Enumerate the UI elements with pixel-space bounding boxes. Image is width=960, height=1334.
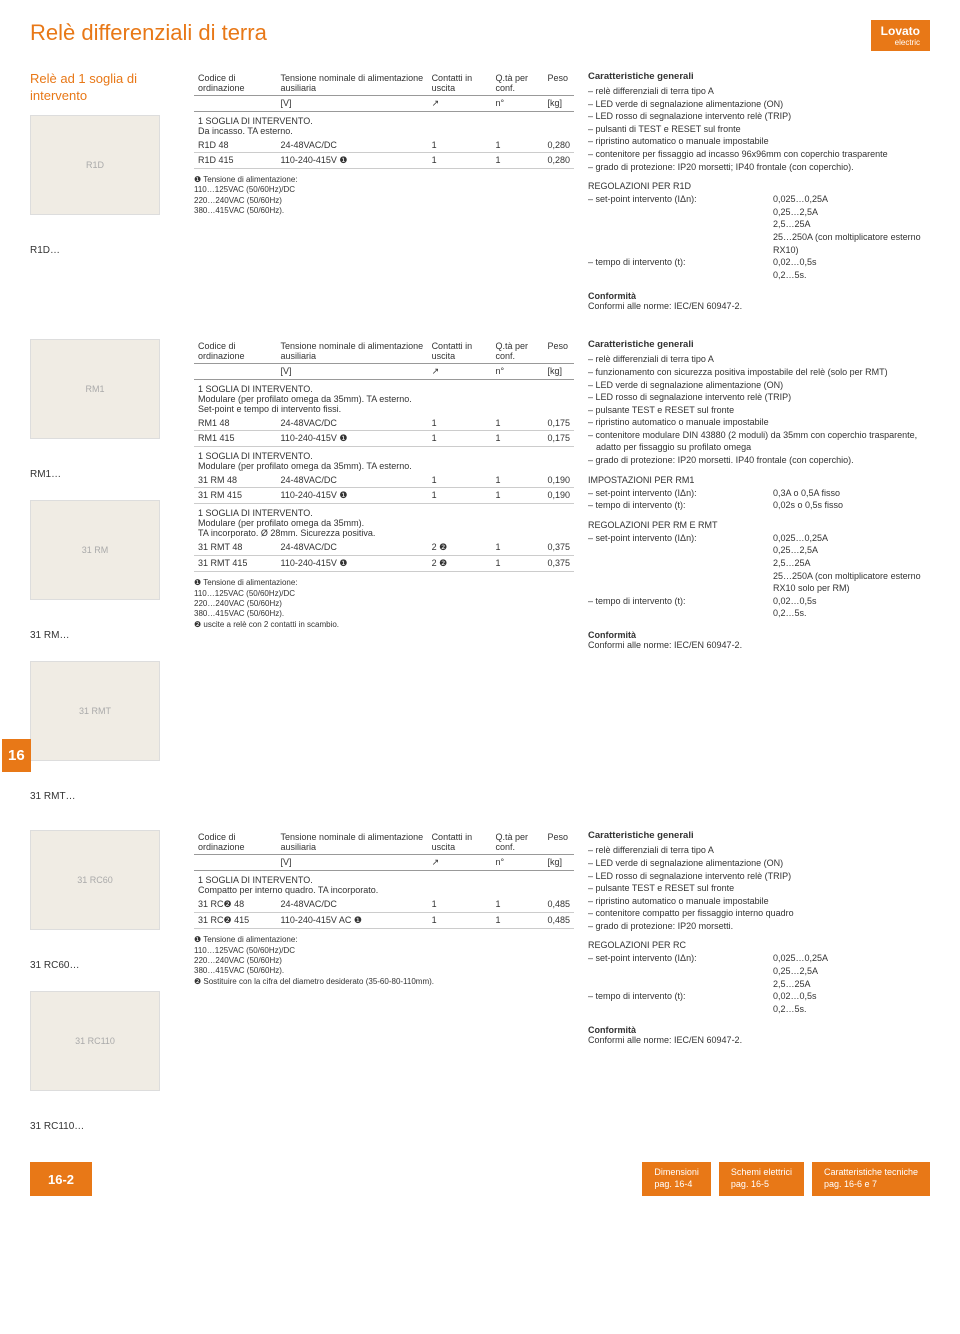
- conformity: ConformitàConformi alle norme: IEC/EN 60…: [588, 291, 930, 311]
- product-image-31rmt: 31 RMT: [30, 661, 160, 761]
- table-head: 1 SOGLIA DI INTERVENTO. Da incasso. TA e…: [194, 112, 574, 139]
- product-image-r1d: R1D: [30, 115, 160, 215]
- unit-n: n°: [491, 96, 543, 112]
- table-row: R1D 415110-240-415V ❶110,280: [194, 153, 574, 169]
- reg-row: tempo di intervento (t):0,02…0,5s 0,2…5s…: [588, 595, 930, 620]
- reg-row: tempo di intervento (t):0,02…0,5s 0,2…5s…: [588, 256, 930, 281]
- section-subtitle: Relè ad 1 soglia di intervento: [30, 71, 180, 105]
- brand-logo: Lovato electric: [871, 20, 930, 51]
- spec-table-rm: Codice di ordinazione Tensione nominale …: [194, 339, 574, 572]
- product-label: 31 RC60…: [30, 960, 180, 971]
- footer-link-specs[interactable]: Caratteristiche tecnichepag. 16-6 e 7: [812, 1162, 930, 1195]
- char-title: Caratteristiche generali: [588, 71, 930, 82]
- reg-row: tempo di intervento (t):0,02s o 0,5s fis…: [588, 499, 930, 512]
- col-contacts: Contatti in uscita: [428, 71, 492, 96]
- product-image-rm1: RM1: [30, 339, 160, 439]
- page-number: 16-2: [30, 1162, 92, 1195]
- char-list: relè differenziali di terra tipo A funzi…: [588, 353, 930, 466]
- table-row: RM1 4824-48VAC/DC110,175: [194, 416, 574, 431]
- conformity: ConformitàConformi alle norme: IEC/EN 60…: [588, 630, 930, 650]
- unit-contact: ↗: [428, 96, 492, 112]
- table-head: 1 SOGLIA DI INTERVENTO. Modulare (per pr…: [194, 380, 574, 417]
- table-head: 1 SOGLIA DI INTERVENTO. Modulare (per pr…: [194, 504, 574, 541]
- side-tab: 16: [2, 739, 31, 772]
- col-weight: Peso: [543, 71, 574, 96]
- reg-row: tempo di intervento (t):0,02…0,5s 0,2…5s…: [588, 990, 930, 1015]
- table-row: 31 RC❷ 415110-240-415V AC ❶110,485: [194, 913, 574, 929]
- table-note: ❶ Tensione di alimentazione: 110…125VAC …: [194, 578, 574, 630]
- product-label: R1D…: [30, 245, 180, 256]
- char-list: relè differenziali di terra tipo A LED v…: [588, 85, 930, 173]
- reg-title: REGOLAZIONI PER RM E RMT: [588, 520, 930, 530]
- table-note: ❶ Tensione di alimentazione: 110…125VAC …: [194, 935, 574, 987]
- page-header: Relè differenziali di terra Lovato elect…: [30, 20, 930, 51]
- char-list: relè differenziali di terra tipo A LED v…: [588, 844, 930, 932]
- table-row: 31 RMT 4824-48VAC/DC2 ❷10,375: [194, 540, 574, 556]
- product-label: 31 RM…: [30, 630, 180, 641]
- table-row: 31 RM 415110-240-415V ❶110,190: [194, 488, 574, 504]
- product-label: RM1…: [30, 469, 180, 480]
- table-head: 1 SOGLIA DI INTERVENTO. Compatto per int…: [194, 871, 574, 898]
- section-rc: 31 RC60 31 RC60… 31 RC110 31 RC110… Codi…: [30, 830, 930, 1132]
- reg-row: set-point intervento (IΔn):0,3A o 0,5A f…: [588, 487, 930, 500]
- conformity: ConformitàConformi alle norme: IEC/EN 60…: [588, 1025, 930, 1045]
- table-row: R1D 4824-48VAC/DC110,280: [194, 138, 574, 153]
- product-label: 31 RC110…: [30, 1121, 180, 1132]
- table-row: 31 RC❷ 4824-48VAC/DC110,485: [194, 897, 574, 913]
- logo-subtext: electric: [881, 38, 920, 47]
- char-title: Caratteristiche generali: [588, 339, 930, 350]
- reg-title: REGOLAZIONI PER R1D: [588, 181, 930, 191]
- footer-link-schemes[interactable]: Schemi elettricipag. 16-5: [719, 1162, 804, 1195]
- section-r1d: Relè ad 1 soglia di intervento R1D R1D… …: [30, 71, 930, 311]
- reg-row: set-point intervento (IΔn):0,025…0,25A 0…: [588, 952, 930, 990]
- unit-v: [V]: [277, 96, 428, 112]
- product-label: 31 RMT…: [30, 791, 180, 802]
- page-footer: 16-2 Dimensionipag. 16-4 Schemi elettric…: [30, 1162, 930, 1195]
- reg-row: set-point intervento (IΔn):0,025…0,25A 0…: [588, 532, 930, 595]
- table-row: RM1 415110-240-415V ❶110,175: [194, 431, 574, 447]
- product-image-31rm: 31 RM: [30, 500, 160, 600]
- col-voltage: Tensione nominale di alimentazione ausil…: [277, 71, 428, 96]
- table-row: 31 RM 4824-48VAC/DC110,190: [194, 473, 574, 488]
- table-note: ❶ Tensione di alimentazione: 110…125VAC …: [194, 175, 574, 217]
- section-rm: 16 RM1 RM1… 31 RM 31 RM… 31 RMT 31 RMT… …: [30, 339, 930, 802]
- footer-link-dimensions[interactable]: Dimensionipag. 16-4: [642, 1162, 711, 1195]
- col-code: Codice di ordinazione: [194, 71, 277, 96]
- main-title: Relè differenziali di terra: [30, 20, 267, 46]
- unit-kg: [kg]: [543, 96, 574, 112]
- table-head: 1 SOGLIA DI INTERVENTO. Modulare (per pr…: [194, 447, 574, 474]
- product-image-rc110: 31 RC110: [30, 991, 160, 1091]
- spec-table-rc: Codice di ordinazione Tensione nominale …: [194, 830, 574, 929]
- col-qty: Q.tà per conf.: [491, 71, 543, 96]
- reg-title: REGOLAZIONI PER RC: [588, 940, 930, 950]
- spec-table-r1d: Codice di ordinazione Tensione nominale …: [194, 71, 574, 169]
- product-image-rc60: 31 RC60: [30, 830, 160, 930]
- table-row: 31 RMT 415110-240-415V ❶2 ❷10,375: [194, 556, 574, 572]
- reg-row: set-point intervento (IΔn):0,025…0,25A 0…: [588, 193, 930, 256]
- char-title: Caratteristiche generali: [588, 830, 930, 841]
- logo-text: Lovato: [881, 24, 920, 38]
- reg-title: IMPOSTAZIONI PER RM1: [588, 475, 930, 485]
